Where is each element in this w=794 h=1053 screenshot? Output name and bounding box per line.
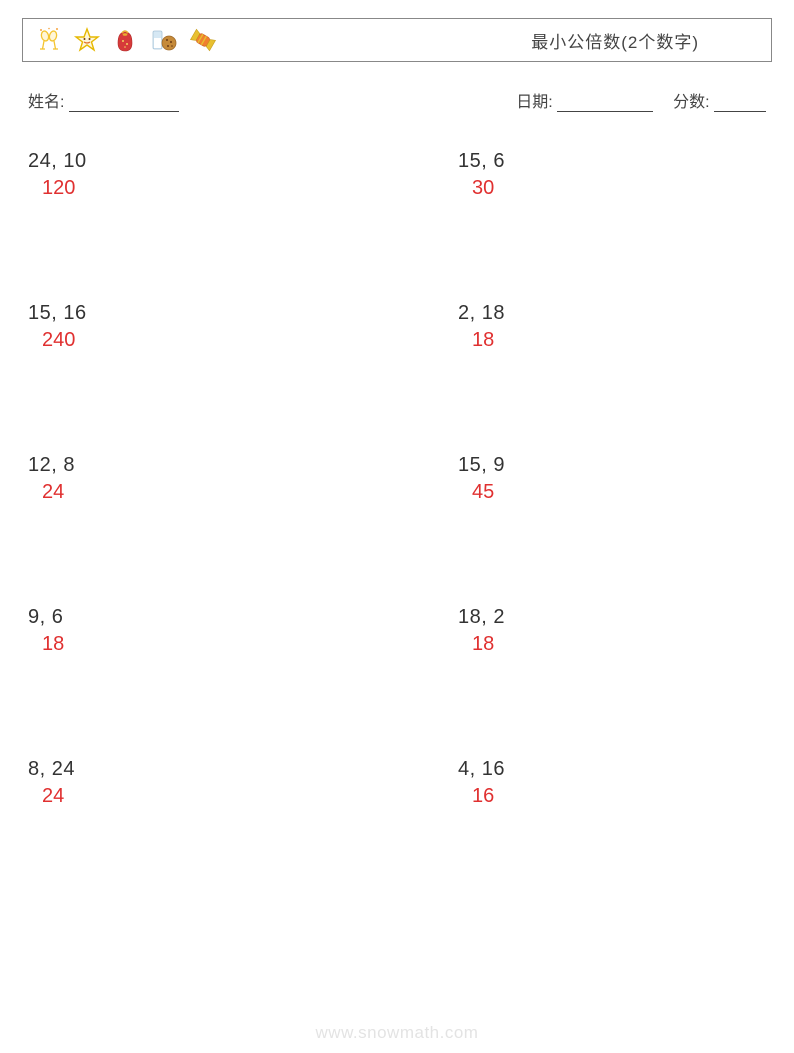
problem-question: 18, 2 [458, 604, 758, 631]
star-outline-icon [73, 26, 101, 54]
score-blank [714, 94, 766, 112]
score-label: 分数: [673, 94, 709, 111]
champagne-glasses-icon [35, 26, 63, 54]
problem-cell: 4, 16 16 [458, 756, 758, 810]
date-blank [557, 94, 653, 112]
problem-answer: 24 [28, 479, 458, 506]
problem-row: 8, 24 24 4, 16 16 [28, 756, 772, 810]
problem-question: 15, 16 [28, 300, 458, 327]
problem-answer: 120 [28, 175, 458, 202]
problem-question: 8, 24 [28, 756, 458, 783]
problem-cell: 12, 8 24 [28, 452, 458, 506]
problem-answer: 18 [28, 631, 458, 658]
problem-question: 15, 6 [458, 148, 758, 175]
footer-watermark: www.snowmath.com [0, 1023, 794, 1043]
problem-answer: 24 [28, 783, 458, 810]
problem-question: 9, 6 [28, 604, 458, 631]
problem-cell: 18, 2 18 [458, 604, 758, 658]
problem-row: 12, 8 24 15, 9 45 [28, 452, 772, 506]
problem-question: 4, 16 [458, 756, 758, 783]
worksheet-title: 最小公倍数(2个数字) [531, 28, 759, 53]
header-box: 最小公倍数(2个数字) [22, 18, 772, 62]
milk-cookies-icon [149, 26, 179, 54]
problem-row: 24, 10 120 15, 6 30 [28, 148, 772, 202]
info-right: 日期: 分数: [516, 88, 766, 112]
problem-cell: 2, 18 18 [458, 300, 758, 354]
problem-answer: 18 [458, 327, 758, 354]
problem-answer: 45 [458, 479, 758, 506]
problem-cell: 8, 24 24 [28, 756, 458, 810]
problem-question: 24, 10 [28, 148, 458, 175]
problem-answer: 30 [458, 175, 758, 202]
problem-row: 15, 16 240 2, 18 18 [28, 300, 772, 354]
problem-cell: 15, 9 45 [458, 452, 758, 506]
problems-grid: 24, 10 120 15, 6 30 15, 16 240 2, 18 18 … [22, 112, 772, 810]
name-blank [69, 94, 179, 112]
name-field: 姓名: [28, 88, 179, 112]
problem-question: 2, 18 [458, 300, 758, 327]
candy-icon [189, 26, 217, 54]
problem-cell: 9, 6 18 [28, 604, 458, 658]
date-label: 日期: [516, 94, 552, 111]
problem-question: 15, 9 [458, 452, 758, 479]
gift-bag-icon [111, 26, 139, 54]
worksheet-page: 最小公倍数(2个数字) 姓名: 日期: 分数: 24, 10 120 15, 6 [0, 0, 794, 1053]
problem-question: 12, 8 [28, 452, 458, 479]
name-label: 姓名: [28, 94, 64, 111]
problem-cell: 15, 16 240 [28, 300, 458, 354]
score-field: 分数: [673, 88, 766, 112]
problem-answer: 240 [28, 327, 458, 354]
problem-cell: 15, 6 30 [458, 148, 758, 202]
date-field: 日期: [516, 88, 653, 112]
problem-row: 9, 6 18 18, 2 18 [28, 604, 772, 658]
header-icon-row [35, 26, 217, 54]
info-row: 姓名: 日期: 分数: [22, 62, 772, 112]
problem-answer: 16 [458, 783, 758, 810]
problem-cell: 24, 10 120 [28, 148, 458, 202]
problem-answer: 18 [458, 631, 758, 658]
